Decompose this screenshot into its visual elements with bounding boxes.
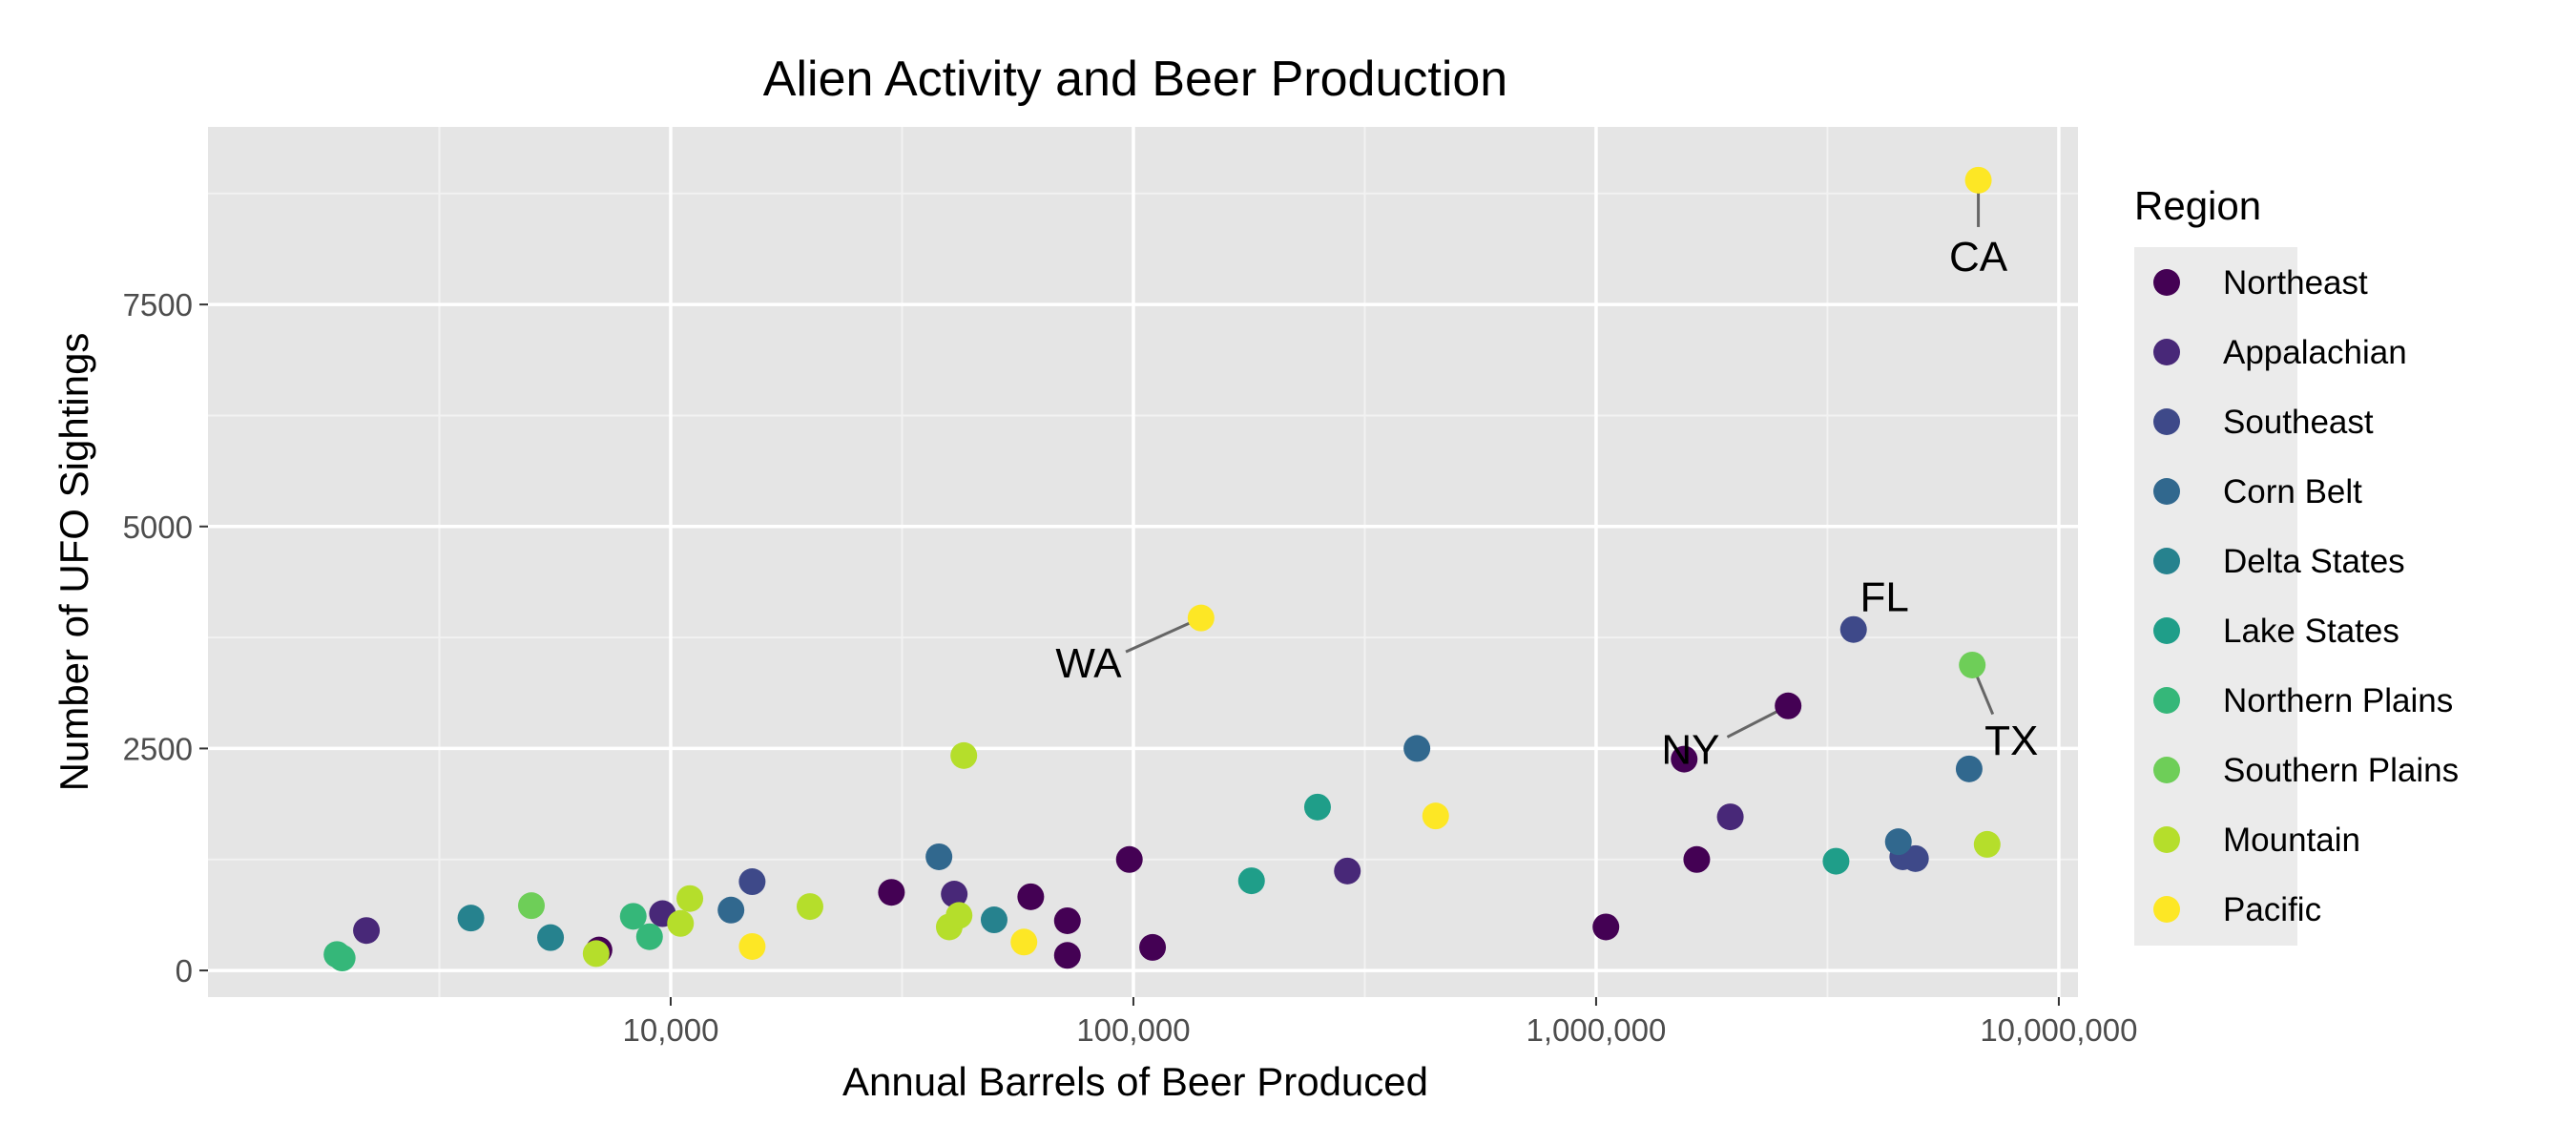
data-point xyxy=(1775,692,1802,719)
data-point xyxy=(950,741,978,769)
legend-swatch xyxy=(2153,548,2180,574)
annotation-label: TX xyxy=(1984,718,2038,764)
minor-gridlines xyxy=(208,127,2078,997)
annotation-label: CA xyxy=(1949,234,2008,281)
legend-swatch xyxy=(2153,339,2180,365)
legend-title: Region xyxy=(2134,183,2261,228)
data-point xyxy=(353,917,381,945)
legend-label: Mountain xyxy=(2223,822,2360,859)
data-point xyxy=(328,945,356,972)
data-point xyxy=(1237,867,1265,895)
data-point xyxy=(1403,735,1431,762)
annotation-label: NY xyxy=(1661,726,1719,773)
legend-label: Delta States xyxy=(2223,543,2405,580)
data-point xyxy=(717,896,745,924)
legend-label: Northern Plains xyxy=(2223,682,2453,719)
data-point xyxy=(1671,745,1698,773)
legend-label: Southern Plains xyxy=(2223,752,2459,789)
legend-swatch xyxy=(2153,757,2180,783)
y-tick-label: 0 xyxy=(176,953,193,989)
data-point xyxy=(1139,933,1167,961)
legend: Region Northeast Appalachian Southeast Corn… xyxy=(2134,183,2459,946)
legend-label: Corn Belt xyxy=(2223,473,2362,510)
data-point xyxy=(517,892,545,920)
legend-label: Northeast xyxy=(2223,264,2368,302)
chart-title: Alien Activity and Beer Production xyxy=(763,52,1507,107)
data-point xyxy=(1716,803,1744,831)
data-point xyxy=(945,902,973,929)
data-point xyxy=(537,924,565,951)
data-point xyxy=(1822,847,1850,875)
data-point xyxy=(1955,755,1983,782)
data-point xyxy=(878,879,905,906)
annotation-label: FL xyxy=(1860,573,1909,620)
y-axis-title: Number of UFO Sightings xyxy=(52,333,96,792)
annotation-label: WA xyxy=(1055,640,1122,687)
legend-swatch xyxy=(2153,269,2180,296)
data-point xyxy=(796,893,823,921)
x-axis: 10,000 100,000 1,000,000 10,000,000 xyxy=(623,997,2138,1048)
legend-swatch xyxy=(2153,896,2180,923)
data-point xyxy=(1053,942,1081,969)
y-axis: 0 2500 5000 7500 xyxy=(123,287,208,989)
data-point xyxy=(1303,793,1331,821)
data-point xyxy=(1115,845,1143,873)
data-point xyxy=(1592,913,1620,941)
y-tick-label: 7500 xyxy=(123,287,193,323)
data-point xyxy=(1839,615,1867,643)
y-tick-label: 2500 xyxy=(123,731,193,766)
x-tick-label: 1,000,000 xyxy=(1527,1012,1667,1048)
data-point xyxy=(1422,802,1449,830)
x-tick-label: 10,000 xyxy=(623,1012,719,1048)
data-point xyxy=(925,843,953,870)
x-axis-title: Annual Barrels of Beer Produced xyxy=(842,1059,1428,1104)
annotation-labels: CA WA FL NY TX xyxy=(1055,234,2038,773)
data-point xyxy=(1901,844,1929,872)
data-point xyxy=(1017,883,1045,910)
x-tick-label: 10,000,000 xyxy=(1980,1012,2137,1048)
legend-label: Lake States xyxy=(2223,613,2399,650)
data-point xyxy=(457,905,485,932)
data-point xyxy=(1964,166,1992,194)
y-tick-label: 5000 xyxy=(123,510,193,545)
legend-label: Appalachian xyxy=(2223,334,2407,371)
legend-label: Southeast xyxy=(2223,404,2374,441)
x-tick-label: 100,000 xyxy=(1076,1012,1190,1048)
data-point xyxy=(1187,604,1215,632)
data-point xyxy=(1683,845,1711,873)
data-points xyxy=(323,166,2001,972)
data-point xyxy=(738,868,766,896)
data-point xyxy=(941,881,968,908)
data-point xyxy=(1959,651,1986,678)
data-point xyxy=(1010,928,1038,956)
plot-panel xyxy=(208,127,2078,997)
data-point xyxy=(980,906,1008,934)
legend-swatch xyxy=(2153,408,2180,435)
legend-label: Pacific xyxy=(2223,891,2321,928)
legend-swatch xyxy=(2153,826,2180,853)
data-point xyxy=(1053,906,1081,934)
annotation-leader-line xyxy=(1125,616,1202,654)
data-point xyxy=(1973,830,2001,858)
data-point xyxy=(738,932,766,960)
data-point xyxy=(1884,828,1912,856)
legend-swatch xyxy=(2153,478,2180,505)
data-point xyxy=(635,923,663,950)
data-point xyxy=(619,903,647,930)
data-point xyxy=(582,940,610,968)
data-point xyxy=(667,909,695,937)
data-point xyxy=(676,885,704,912)
data-point xyxy=(1334,857,1361,885)
legend-swatch xyxy=(2153,687,2180,714)
legend-swatch xyxy=(2153,617,2180,644)
legend-items: Northeast Appalachian Southeast Corn Belt De… xyxy=(2153,264,2459,928)
